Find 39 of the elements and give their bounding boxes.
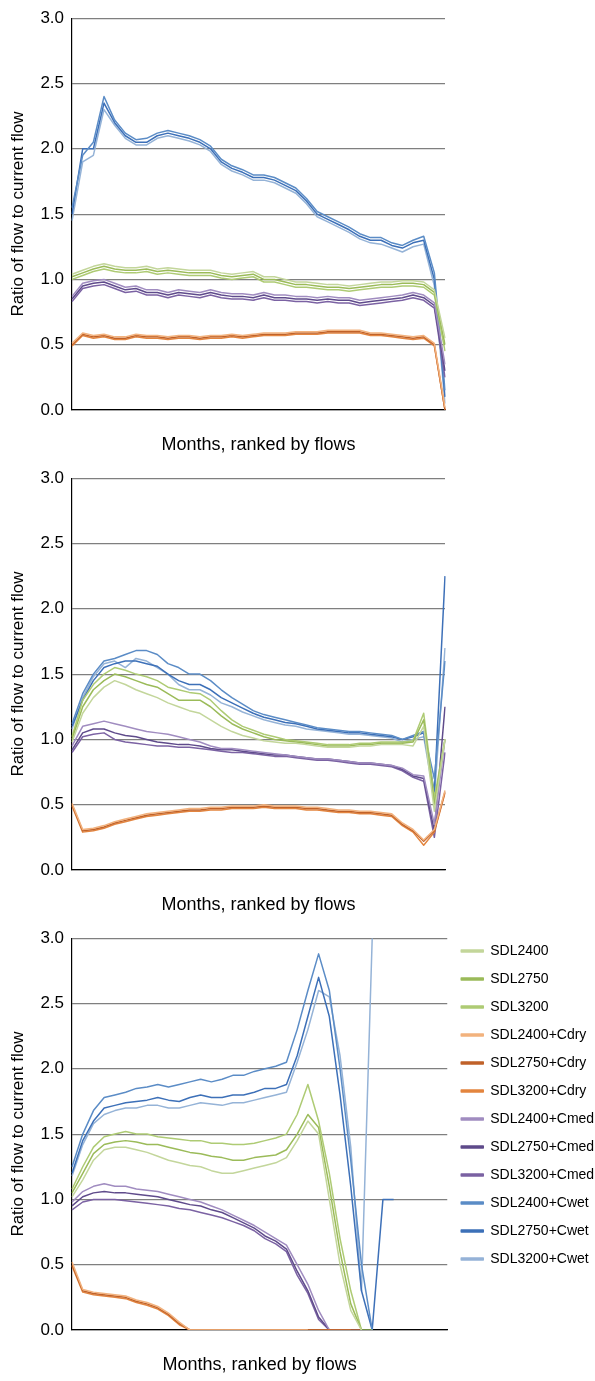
y-tick-label: 1.5 [40, 1123, 65, 1143]
legend-label: SDL2400 [490, 941, 549, 958]
y-tick-label: 0.0 [40, 859, 65, 879]
legend-label: SDL2400+Cdry [490, 1025, 587, 1042]
legend-label: SDL3200 [490, 997, 549, 1014]
y-axis-title: Ratio of flow to current flow [7, 1030, 27, 1237]
y-axis-title: Ratio of flow to current flow [7, 110, 27, 317]
legend-label: SDL2400+Cwet [490, 1193, 589, 1210]
y-tick-label: 2.5 [40, 993, 65, 1013]
legend-label: SDL2750+Cmed [490, 1137, 595, 1154]
y-tick-label: 2.0 [40, 1058, 65, 1078]
legend-label: SDL3200+Cmed [490, 1165, 595, 1182]
y-axis-title: Ratio of flow to current flow [7, 570, 27, 777]
legend-label: SDL3200+Cwet [490, 1249, 589, 1266]
y-tick-label: 0.0 [40, 1319, 65, 1339]
legend-label: SDL3200+Cdry [490, 1081, 587, 1098]
y-tick-label: 0.0 [40, 399, 65, 419]
legend-label: SDL2750 [490, 969, 549, 986]
y-tick-label: 0.5 [40, 334, 65, 354]
legend-label: SDL2400+Cmed [490, 1109, 595, 1126]
y-tick-label: 1.0 [40, 269, 65, 289]
legend-label: SDL2750+Cdry [490, 1053, 587, 1070]
y-tick-label: 1.5 [40, 663, 65, 683]
y-tick-label: 3.0 [40, 927, 65, 947]
legend-label: SDL2750+Cwet [490, 1221, 589, 1238]
x-axis-title: Months, ranked by flows [162, 1354, 357, 1375]
y-tick-label: 2.5 [40, 533, 65, 553]
y-tick-label: 1.0 [40, 1189, 65, 1209]
y-tick-label: 2.5 [40, 73, 65, 93]
y-tick-label: 0.5 [40, 1254, 65, 1274]
y-tick-label: 3.0 [40, 467, 65, 487]
y-tick-label: 2.0 [40, 598, 65, 618]
x-axis-title: Months, ranked by flows [161, 894, 356, 915]
y-tick-label: 2.0 [40, 138, 65, 158]
x-axis-title: Months, ranked by flows [161, 434, 356, 455]
y-tick-label: 3.0 [40, 7, 65, 27]
y-tick-label: 1.0 [40, 729, 65, 749]
y-tick-label: 1.5 [40, 203, 65, 223]
y-tick-label: 0.5 [40, 794, 65, 814]
